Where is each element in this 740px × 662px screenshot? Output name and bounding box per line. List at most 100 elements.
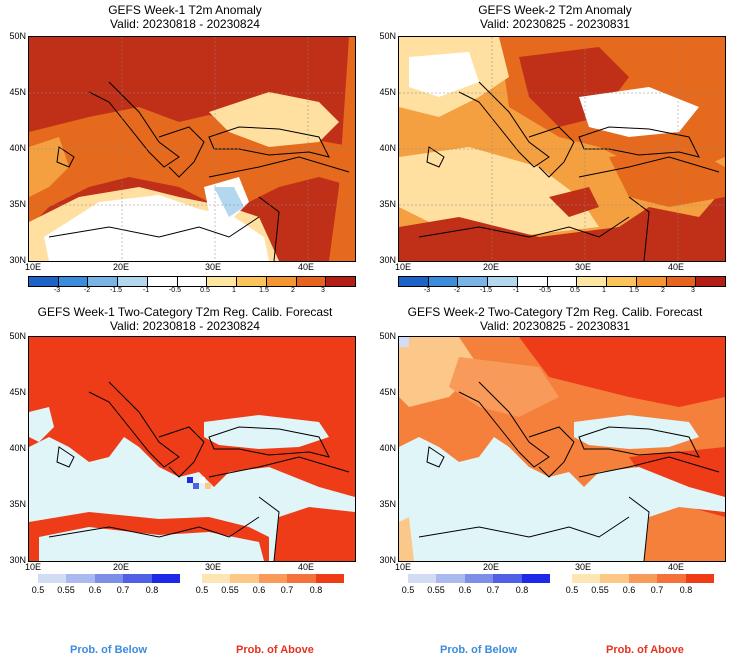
below-tick: 0.8	[145, 585, 159, 595]
lat-label: 40N	[9, 143, 26, 153]
below-colorbar	[38, 574, 181, 583]
lon-label: 20E	[112, 262, 129, 272]
lat-label: 50N	[9, 331, 26, 341]
lat-label: 50N	[379, 31, 396, 41]
colorbar-tick: 3	[691, 287, 695, 294]
lat-label: 50N	[9, 31, 26, 41]
colorbar-tick: 3	[321, 287, 325, 294]
above-tick: 0.5	[565, 585, 579, 595]
anomaly-colorbar	[28, 276, 356, 287]
colorbar-tick: 1	[232, 287, 236, 294]
above-colorbar	[202, 574, 345, 583]
panel-week1-probability: GEFS Week-1 Two-Category T2m Reg. Calib.…	[0, 300, 370, 662]
lon-label: 20E	[482, 262, 499, 272]
above-tick: 0.8	[679, 585, 693, 595]
anomaly-map	[398, 36, 726, 262]
panel-valid-dates: Valid: 20230825 - 20230831	[480, 17, 630, 31]
colorbar-tick: -0.5	[538, 287, 552, 294]
below-tick: 0.6	[458, 585, 472, 595]
below-tick: 0.55	[57, 585, 75, 595]
prob-above-legend: Prob. of Above	[236, 644, 314, 656]
below-colorbar	[408, 574, 551, 583]
lat-label: 45N	[379, 87, 396, 97]
lat-label: 40N	[379, 443, 396, 453]
lon-label: 30E	[204, 262, 221, 272]
probability-map	[398, 336, 726, 562]
lon-label: 30E	[204, 562, 221, 572]
below-tick: 0.8	[515, 585, 529, 595]
panel-title: GEFS Week-1 T2m Anomaly	[108, 3, 262, 17]
lat-label: 30N	[9, 255, 26, 265]
lon-label: 20E	[112, 562, 129, 572]
panel-title: GEFS Week-1 Two-Category T2m Reg. Calib.…	[37, 305, 333, 319]
lon-label: 10E	[24, 562, 41, 572]
colorbar-tick: -2	[453, 287, 461, 294]
lon-label: 40E	[667, 562, 684, 572]
lat-label: 30N	[9, 555, 26, 565]
above-tick: 0.7	[280, 585, 294, 595]
lat-label: 35N	[9, 199, 26, 209]
colorbar-tick: -1	[142, 287, 150, 294]
prob-below-legend: Prob. of Below	[440, 644, 517, 656]
lon-label: 30E	[574, 562, 591, 572]
panel-valid-dates: Valid: 20230818 - 20230824	[110, 17, 260, 31]
lat-label: 35N	[379, 499, 396, 509]
below-tick: 0.7	[116, 585, 130, 595]
colorbar-tick: 0.5	[570, 287, 580, 294]
above-colorbar	[572, 574, 715, 583]
lat-label: 30N	[379, 255, 396, 265]
panel-valid-dates: Valid: 20230818 - 20230824	[110, 319, 260, 333]
above-tick: 0.8	[309, 585, 323, 595]
below-tick: 0.5	[31, 585, 45, 595]
below-tick: 0.6	[88, 585, 102, 595]
lat-label: 50N	[379, 331, 396, 341]
lon-label: 20E	[482, 562, 499, 572]
colorbar-tick: 0.5	[200, 287, 210, 294]
colorbar-tick: -1.5	[479, 287, 493, 294]
lon-label: 10E	[394, 562, 411, 572]
colorbar-tick: 2	[291, 287, 295, 294]
lat-label: 45N	[9, 87, 26, 97]
panel-title: GEFS Week-2 Two-Category T2m Reg. Calib.…	[407, 305, 703, 319]
anomaly-colorbar	[398, 276, 726, 287]
above-tick: 0.6	[622, 585, 636, 595]
below-tick: 0.7	[486, 585, 500, 595]
above-tick: 0.55	[591, 585, 609, 595]
prob-below-legend: Prob. of Below	[70, 644, 147, 656]
colorbar-tick: -2	[83, 287, 91, 294]
colorbar-tick: 1.5	[259, 287, 269, 294]
above-tick: 0.7	[650, 585, 664, 595]
above-tick: 0.6	[252, 585, 266, 595]
colorbar-tick: 1	[602, 287, 606, 294]
lon-label: 40E	[297, 262, 314, 272]
lon-label: 30E	[574, 262, 591, 272]
colorbar-tick: -3	[53, 287, 61, 294]
lat-label: 45N	[9, 387, 26, 397]
probability-map	[28, 336, 356, 562]
lat-label: 35N	[379, 199, 396, 209]
panel-week2-probability: GEFS Week-2 Two-Category T2m Reg. Calib.…	[370, 300, 740, 662]
panel-week1-anomaly: GEFS Week-1 T2m Anomaly Valid: 20230818 …	[0, 0, 370, 300]
below-tick: 0.55	[427, 585, 445, 595]
colorbar-tick: 2	[661, 287, 665, 294]
lon-label: 40E	[297, 562, 314, 572]
lon-label: 10E	[394, 262, 411, 272]
panel-week2-anomaly: GEFS Week-2 T2m Anomaly Valid: 20230825 …	[370, 0, 740, 300]
panel-title: GEFS Week-2 T2m Anomaly	[478, 3, 632, 17]
lon-label: 40E	[667, 262, 684, 272]
lat-label: 35N	[9, 499, 26, 509]
lat-label: 30N	[379, 555, 396, 565]
lat-label: 45N	[379, 387, 396, 397]
lat-label: 40N	[9, 443, 26, 453]
colorbar-tick: 1.5	[629, 287, 639, 294]
anomaly-map	[28, 36, 356, 262]
colorbar-tick: -3	[423, 287, 431, 294]
lon-label: 10E	[24, 262, 41, 272]
panel-valid-dates: Valid: 20230825 - 20230831	[480, 319, 630, 333]
colorbar-tick: -1.5	[109, 287, 123, 294]
above-tick: 0.55	[221, 585, 239, 595]
lat-label: 40N	[379, 143, 396, 153]
colorbar-tick: -1	[512, 287, 520, 294]
above-tick: 0.5	[195, 585, 209, 595]
prob-above-legend: Prob. of Above	[606, 644, 684, 656]
